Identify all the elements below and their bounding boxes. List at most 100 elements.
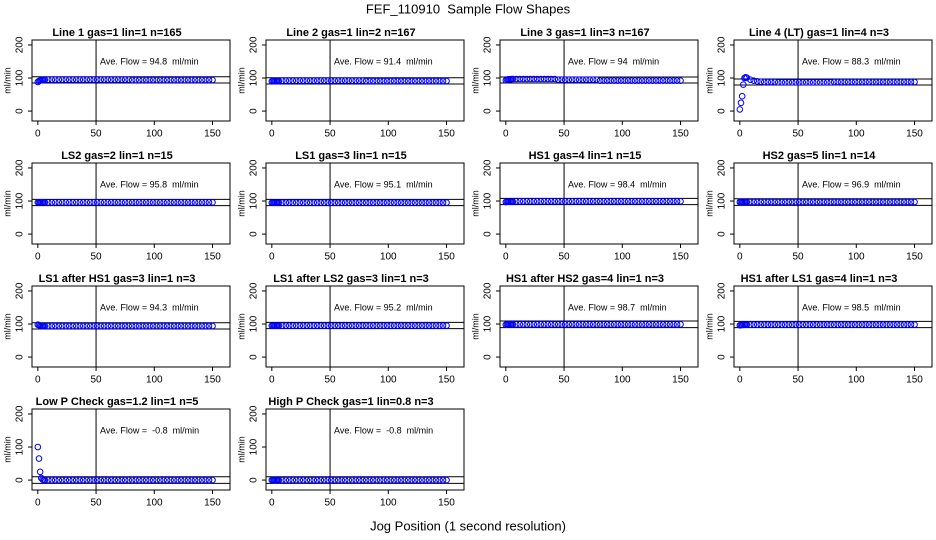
data-point <box>299 77 307 84</box>
data-point <box>142 476 150 484</box>
data-point <box>526 321 534 328</box>
data-point <box>125 76 132 83</box>
data-point <box>897 198 904 206</box>
data-point <box>404 476 412 484</box>
data-point <box>135 199 143 206</box>
y-axis-label: ml/min <box>236 67 246 94</box>
data-point <box>149 476 157 484</box>
data-point <box>83 199 91 206</box>
data-point <box>163 476 171 484</box>
data-point <box>285 476 293 484</box>
data-point <box>303 322 311 329</box>
y-axis-label: ml/min <box>470 190 480 217</box>
data-point <box>610 198 618 205</box>
data-point <box>97 322 105 330</box>
data-point <box>348 322 356 329</box>
data-point <box>327 322 335 329</box>
data-point <box>369 77 377 85</box>
data-point <box>306 476 314 484</box>
panel-title: Line 2 gas=1 lin=2 n=167 <box>286 27 415 39</box>
data-point <box>135 476 143 484</box>
data-point <box>390 199 398 206</box>
data-point <box>844 78 852 86</box>
data-point <box>404 322 412 329</box>
data-point <box>310 476 318 484</box>
data-point <box>425 77 433 85</box>
data-point <box>652 321 660 328</box>
data-point <box>638 198 646 205</box>
data-point <box>561 198 569 205</box>
data-point <box>792 198 800 206</box>
data-point <box>753 78 761 85</box>
data-point <box>303 476 311 484</box>
data-point <box>624 321 632 328</box>
data-point <box>596 321 604 328</box>
data-point <box>146 322 153 330</box>
data-point <box>596 198 604 205</box>
data-point <box>404 199 412 206</box>
data-point <box>69 199 77 206</box>
data-point <box>90 322 98 330</box>
data-point <box>394 77 401 85</box>
data-point <box>275 476 283 484</box>
data-point <box>537 198 545 205</box>
x-tick-label: 50 <box>90 375 102 386</box>
x-tick-label: 100 <box>614 375 631 386</box>
data-point <box>593 198 600 205</box>
data-point <box>841 198 848 206</box>
data-point <box>572 198 580 205</box>
data-point <box>380 77 387 85</box>
data-point <box>781 79 789 86</box>
data-point <box>792 79 800 86</box>
data-point <box>526 75 534 83</box>
data-point <box>345 77 352 84</box>
data-point <box>202 322 209 330</box>
x-tick-label: 0 <box>35 498 41 509</box>
data-point <box>100 476 108 484</box>
data-point <box>603 77 611 84</box>
y-axis-label: ml/min <box>236 190 246 217</box>
y-tick-label: 0 <box>483 231 494 237</box>
data-point <box>589 76 597 83</box>
y-tick-label: 0 <box>717 354 728 360</box>
data-point <box>593 321 600 328</box>
data-point <box>785 321 793 328</box>
data-point <box>397 199 405 206</box>
data-point <box>792 321 800 328</box>
data-point <box>813 321 820 328</box>
x-tick-label: 50 <box>324 252 336 263</box>
data-point <box>83 76 91 83</box>
x-tick-label: 0 <box>503 129 509 140</box>
data-point <box>334 322 342 329</box>
data-point <box>121 199 129 206</box>
data-point <box>750 77 758 84</box>
data-point <box>170 199 178 206</box>
data-point <box>296 476 304 484</box>
data-point <box>139 322 146 330</box>
data-point <box>362 476 370 484</box>
page-title: FEF_110910 Sample Flow Shapes <box>366 1 571 16</box>
data-point <box>750 321 758 328</box>
data-point <box>135 322 143 330</box>
data-point <box>156 476 164 484</box>
data-point <box>586 198 593 205</box>
data-point <box>156 322 164 330</box>
data-point <box>607 321 614 328</box>
data-point <box>331 77 339 84</box>
data-point <box>104 76 112 83</box>
data-point <box>359 77 366 84</box>
y-tick-label: 0 <box>15 354 26 360</box>
data-point <box>596 77 604 84</box>
data-point <box>418 476 426 484</box>
x-tick-label: 50 <box>558 375 570 386</box>
data-point <box>617 321 625 328</box>
data-point <box>160 476 167 484</box>
data-point <box>86 76 94 83</box>
data-point <box>600 321 607 328</box>
y-axis-label: ml/min <box>704 67 714 94</box>
data-point <box>774 79 782 86</box>
x-tick-label: 150 <box>204 252 221 263</box>
data-point <box>184 199 192 206</box>
data-point <box>547 198 555 205</box>
x-tick-label: 100 <box>380 252 397 263</box>
